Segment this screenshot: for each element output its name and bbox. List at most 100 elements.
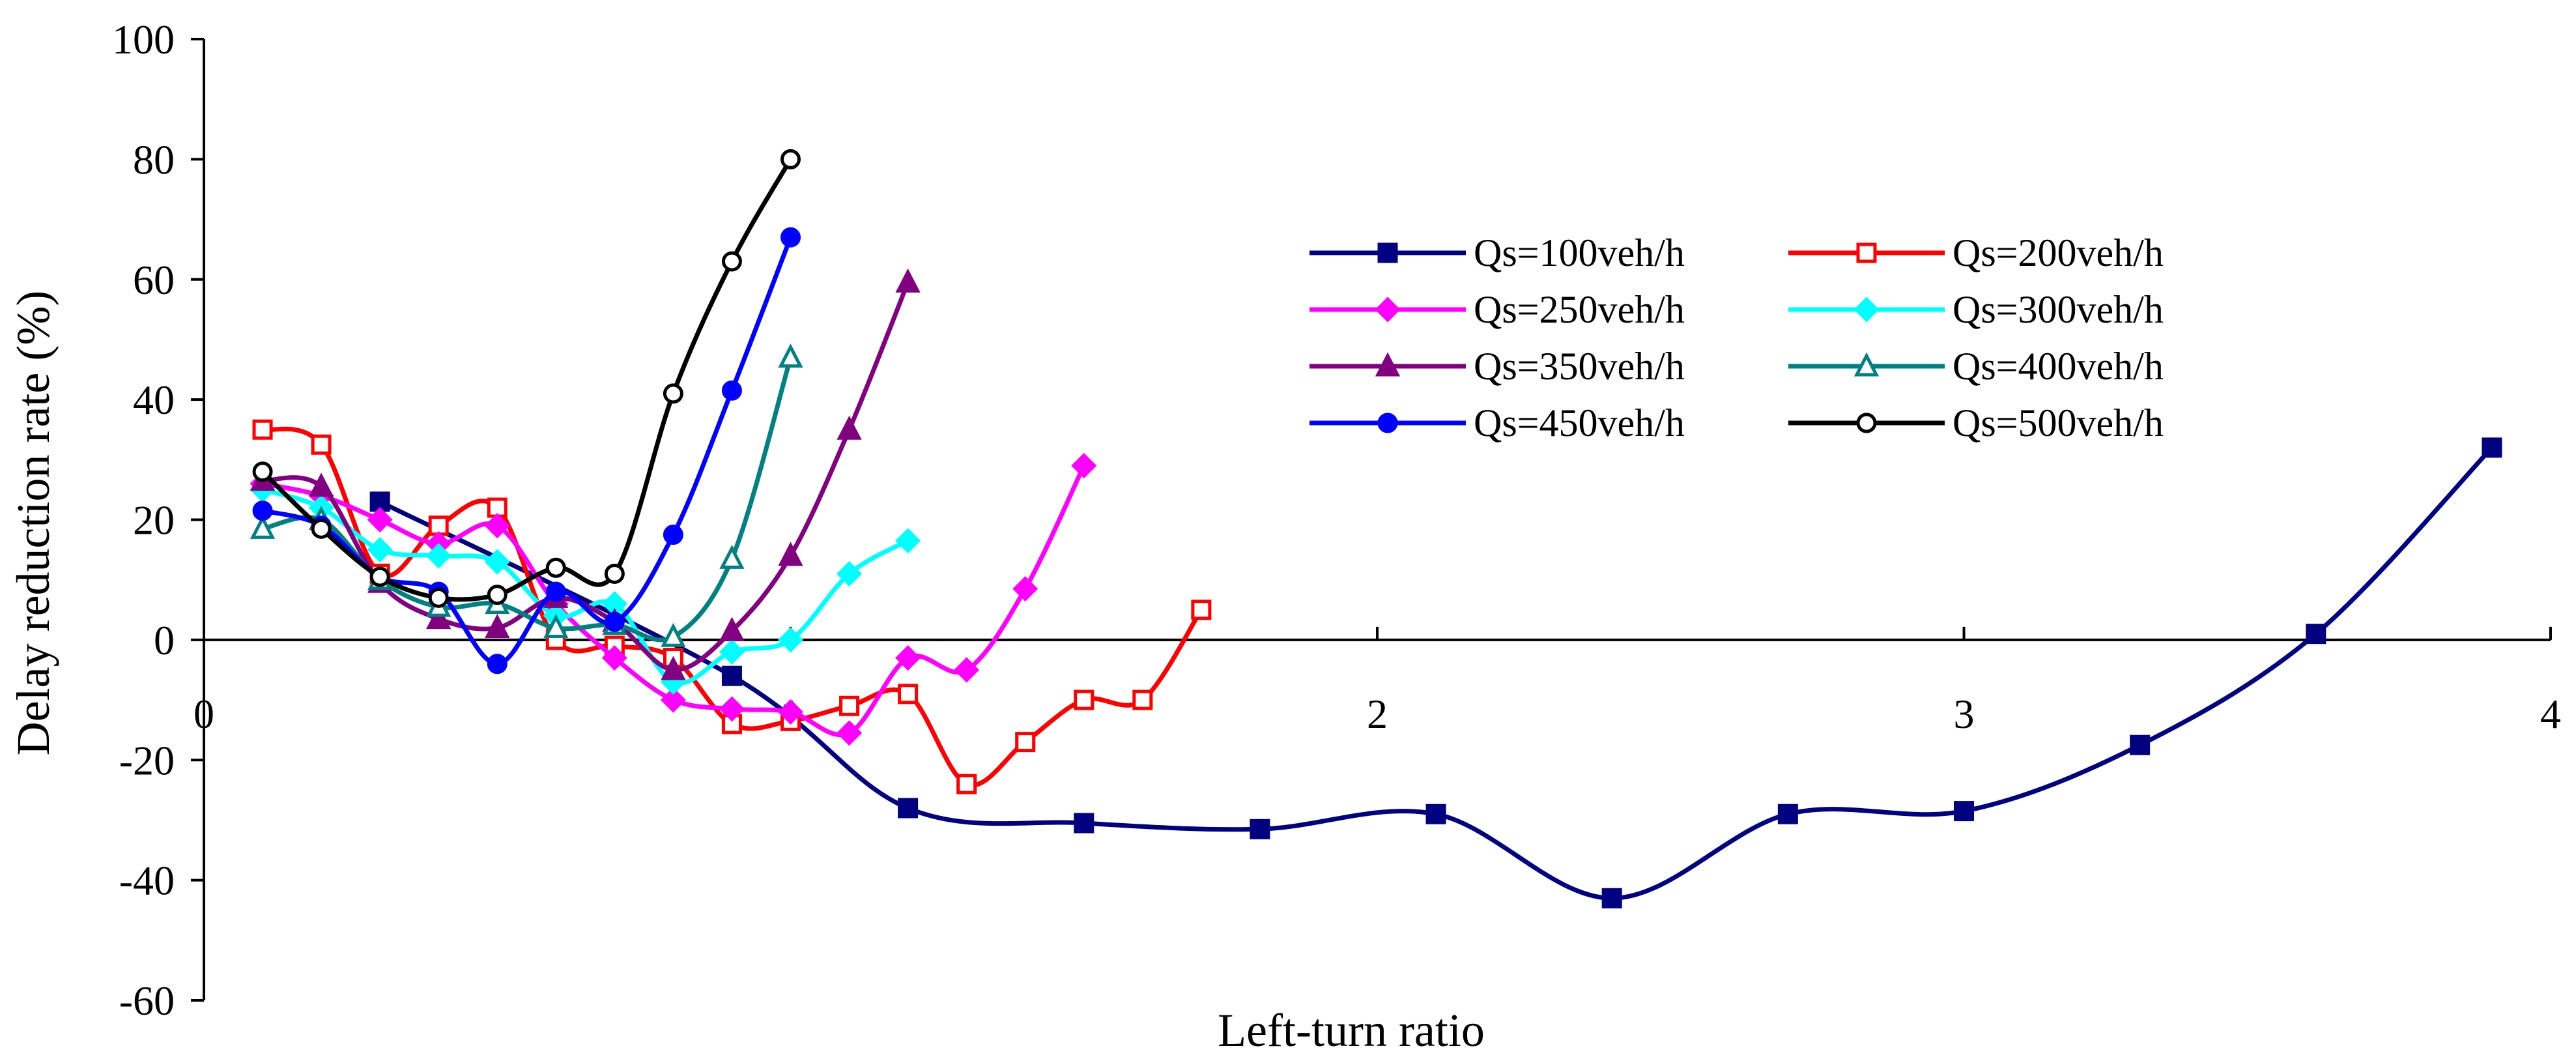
legend-label: Qs=500veh/h — [1953, 401, 2164, 444]
data-point — [485, 613, 510, 638]
data-point — [2482, 437, 2502, 458]
data-point — [956, 774, 977, 794]
data-point — [252, 500, 273, 521]
data-point — [1191, 600, 1212, 620]
series-qs-300veh-h — [250, 476, 921, 695]
legend-item: Qs=400veh/h — [1788, 345, 2164, 388]
legend-label: Qs=350veh/h — [1474, 345, 1685, 388]
y-tick-label: 60 — [133, 257, 175, 303]
data-point — [308, 472, 334, 497]
legend-item: Qs=300veh/h — [1788, 288, 2164, 331]
data-point — [1132, 689, 1153, 710]
y-tick-label: 20 — [133, 497, 175, 544]
data-point — [719, 544, 745, 569]
data-point — [721, 380, 742, 401]
data-point — [545, 557, 566, 578]
legend: Qs=100veh/h Qs=200veh/h Qs=250veh/h Qs=300v… — [1309, 231, 2164, 444]
data-point — [661, 622, 686, 647]
data-point — [604, 611, 625, 632]
data-point — [721, 251, 742, 272]
plot-area — [250, 149, 2502, 908]
data-point — [1250, 819, 1270, 839]
legend-label: Qs=100veh/h — [1474, 231, 1685, 274]
legend-marker — [1853, 352, 1880, 377]
data-point — [837, 560, 863, 587]
data-point — [1777, 804, 1798, 824]
data-point — [367, 537, 393, 563]
legend-item: Qs=250veh/h — [1309, 288, 1685, 331]
data-point — [663, 383, 683, 404]
series-qs-400veh-h — [250, 343, 803, 647]
data-point — [545, 581, 566, 602]
data-point — [425, 543, 451, 569]
legend-marker — [1375, 297, 1401, 323]
data-point — [367, 506, 393, 533]
data-point — [777, 627, 804, 653]
data-point — [252, 461, 273, 482]
data-point — [604, 563, 625, 584]
legend-marker — [1853, 297, 1880, 323]
data-point — [837, 415, 862, 440]
data-point — [1012, 575, 1038, 602]
data-point — [1071, 452, 1097, 479]
data-point — [487, 654, 508, 675]
series-qs-500veh-h — [252, 149, 801, 608]
data-point — [663, 525, 683, 545]
data-point — [252, 419, 273, 440]
x-tick-label: 4 — [2540, 691, 2561, 737]
legend-label: Qs=200veh/h — [1953, 231, 2164, 274]
data-point — [484, 513, 510, 539]
data-point — [898, 798, 919, 819]
data-point — [719, 617, 745, 641]
series-qs-200veh-h — [252, 419, 1212, 794]
legend-item: Qs=350veh/h — [1309, 345, 1685, 388]
x-tick-label: 3 — [1954, 691, 1975, 737]
legend-item: Qs=200veh/h — [1788, 231, 2164, 274]
data-point — [839, 695, 860, 716]
data-point — [601, 645, 627, 671]
x-tick-label: 0 — [193, 691, 214, 737]
data-point — [719, 639, 745, 665]
series-qs-100veh-h — [369, 437, 2502, 908]
legend-label: Qs=300veh/h — [1953, 288, 2164, 331]
data-point — [837, 720, 863, 746]
data-point — [778, 343, 803, 368]
data-point — [895, 528, 921, 554]
legend-label: Qs=450veh/h — [1474, 401, 1685, 444]
data-point — [484, 549, 510, 575]
data-point — [895, 645, 921, 671]
data-point — [780, 227, 801, 248]
data-point — [1425, 804, 1446, 824]
y-tick-label: 0 — [154, 617, 175, 663]
legend-marker — [1856, 413, 1877, 433]
y-tick-label: 40 — [133, 377, 175, 423]
legend-marker — [1375, 352, 1401, 377]
y-axis-title: Delay reduction rate (%) — [7, 291, 59, 756]
legend-marker — [1856, 242, 1877, 263]
data-point — [2130, 734, 2151, 755]
data-point — [721, 665, 742, 686]
data-point — [778, 542, 803, 566]
x-axis-title: Left-turn ratio — [1218, 1004, 1485, 1056]
data-point — [660, 687, 686, 713]
data-point — [1601, 888, 1622, 908]
legend-label: Qs=400veh/h — [1953, 345, 2164, 388]
legend-label: Qs=250veh/h — [1474, 288, 1685, 331]
data-point — [428, 587, 449, 608]
legend-marker — [1377, 413, 1398, 433]
axes: -60-40-2002040608010001234 — [112, 16, 2561, 1024]
data-point — [780, 149, 801, 169]
data-point — [1074, 813, 1095, 834]
data-point — [369, 566, 390, 587]
data-point — [311, 518, 332, 539]
data-point — [777, 699, 804, 725]
y-tick-label: 100 — [112, 16, 175, 63]
x-tick-label: 2 — [1367, 691, 1388, 737]
data-point — [1015, 732, 1036, 753]
data-point — [426, 605, 451, 630]
data-point — [543, 613, 569, 638]
data-point — [1954, 801, 1974, 822]
legend-marker — [1377, 242, 1398, 263]
data-point — [487, 585, 508, 605]
legend-item: Qs=100veh/h — [1309, 231, 1685, 274]
